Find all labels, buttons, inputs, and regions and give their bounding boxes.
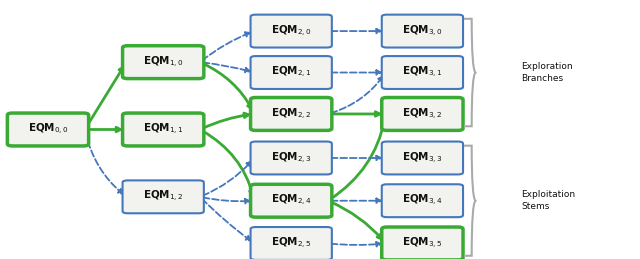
- FancyBboxPatch shape: [123, 180, 204, 213]
- Text: $\mathbf{EQM}_{3,2}$: $\mathbf{EQM}_{3,2}$: [402, 106, 443, 121]
- FancyBboxPatch shape: [251, 56, 332, 89]
- Text: $\mathbf{EQM}_{2,5}$: $\mathbf{EQM}_{2,5}$: [271, 236, 312, 251]
- FancyBboxPatch shape: [123, 113, 204, 146]
- Text: $\mathbf{EQM}_{2,1}$: $\mathbf{EQM}_{2,1}$: [271, 65, 312, 80]
- Text: $\mathbf{EQM}_{2,4}$: $\mathbf{EQM}_{2,4}$: [271, 193, 312, 208]
- FancyBboxPatch shape: [251, 227, 332, 259]
- FancyBboxPatch shape: [123, 46, 204, 79]
- FancyBboxPatch shape: [7, 113, 89, 146]
- FancyBboxPatch shape: [251, 184, 332, 217]
- FancyBboxPatch shape: [251, 141, 332, 175]
- Text: $\mathbf{EQM}_{2,2}$: $\mathbf{EQM}_{2,2}$: [271, 106, 312, 121]
- Text: $\mathbf{EQM}_{1,1}$: $\mathbf{EQM}_{1,1}$: [143, 122, 184, 137]
- Text: $\mathbf{EQM}_{3,5}$: $\mathbf{EQM}_{3,5}$: [402, 236, 443, 251]
- Text: $\mathbf{EQM}_{3,0}$: $\mathbf{EQM}_{3,0}$: [402, 24, 443, 39]
- FancyBboxPatch shape: [381, 97, 463, 130]
- Text: $\mathbf{EQM}_{0,0}$: $\mathbf{EQM}_{0,0}$: [28, 122, 68, 137]
- FancyBboxPatch shape: [381, 141, 463, 175]
- FancyBboxPatch shape: [381, 56, 463, 89]
- FancyBboxPatch shape: [251, 15, 332, 48]
- Text: $\mathbf{EQM}_{2,0}$: $\mathbf{EQM}_{2,0}$: [271, 24, 312, 39]
- Text: $\mathbf{EQM}_{1,2}$: $\mathbf{EQM}_{1,2}$: [143, 189, 184, 204]
- Text: Exploration
Branches: Exploration Branches: [522, 62, 573, 83]
- FancyBboxPatch shape: [381, 15, 463, 48]
- FancyBboxPatch shape: [381, 227, 463, 259]
- Text: Exploitation
Stems: Exploitation Stems: [522, 190, 576, 211]
- Text: $\mathbf{EQM}_{1,0}$: $\mathbf{EQM}_{1,0}$: [143, 55, 184, 70]
- FancyBboxPatch shape: [251, 97, 332, 130]
- Text: $\mathbf{EQM}_{3,1}$: $\mathbf{EQM}_{3,1}$: [402, 65, 443, 80]
- Text: $\mathbf{EQM}_{2,3}$: $\mathbf{EQM}_{2,3}$: [271, 150, 312, 166]
- Text: $\mathbf{EQM}_{3,4}$: $\mathbf{EQM}_{3,4}$: [402, 193, 443, 208]
- Text: $\mathbf{EQM}_{3,3}$: $\mathbf{EQM}_{3,3}$: [402, 150, 443, 166]
- FancyBboxPatch shape: [381, 184, 463, 217]
